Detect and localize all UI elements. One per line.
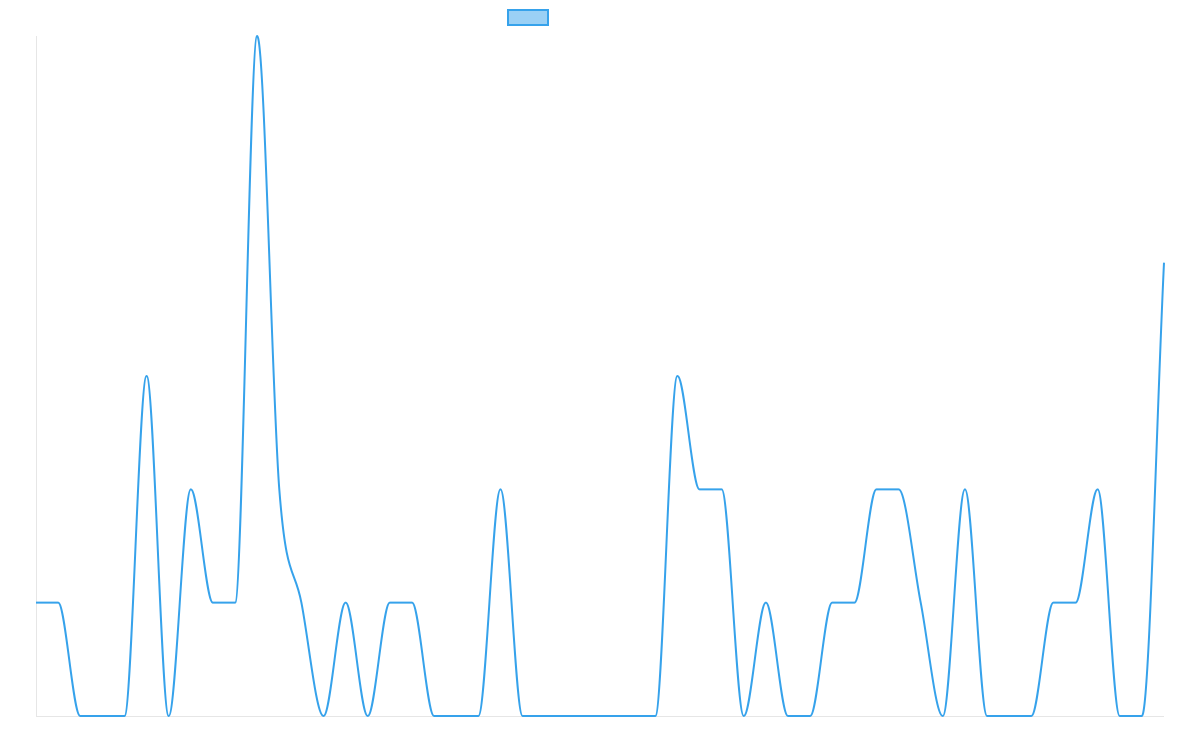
series-layer [35, 34, 1165, 718]
legend[interactable] [507, 9, 549, 26]
legend-swatch-0[interactable] [507, 9, 549, 26]
series-line-0 [35, 34, 1165, 718]
